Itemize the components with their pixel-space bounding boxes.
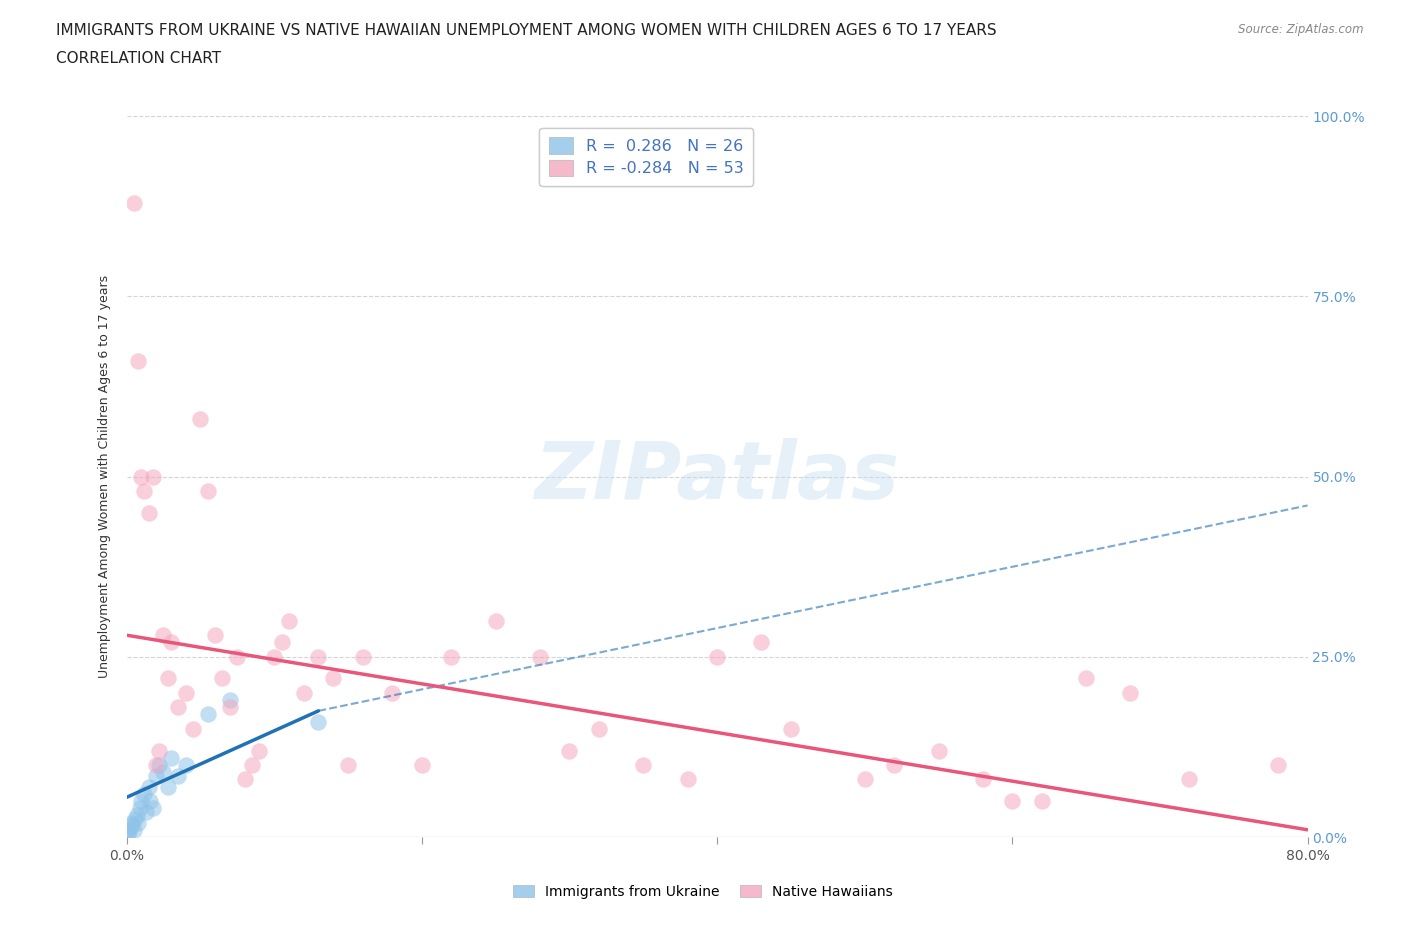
Point [240, 757, 263, 772]
Point [1001, 793, 1024, 808]
Point [233, 772, 256, 787]
Point [883, 757, 905, 772]
Point [134, 484, 156, 498]
Point [160, 751, 183, 765]
Point [1119, 685, 1142, 700]
Point [928, 743, 950, 758]
Point [160, 635, 183, 650]
Text: CORRELATION CHART: CORRELATION CHART [56, 51, 221, 66]
Point [124, 812, 146, 827]
Point [138, 505, 160, 520]
Point [152, 764, 174, 779]
Point [411, 757, 433, 772]
Point [167, 700, 190, 715]
Point [484, 614, 508, 629]
Point [122, 822, 145, 837]
Point [219, 700, 242, 715]
Point [440, 649, 463, 664]
Point [145, 768, 167, 783]
Point [121, 815, 143, 830]
Point [853, 772, 876, 787]
Point [118, 824, 141, 839]
Point [1178, 772, 1201, 787]
Legend: Immigrants from Ukraine, Native Hawaiians: Immigrants from Ukraine, Native Hawaiian… [508, 880, 898, 905]
Point [308, 649, 330, 664]
Point [588, 722, 610, 737]
Y-axis label: Unemployment Among Women with Children Ages 6 to 17 years: Unemployment Among Women with Children A… [97, 275, 111, 678]
Point [249, 743, 271, 758]
Point [972, 772, 994, 787]
Point [148, 757, 170, 772]
Point [1076, 671, 1098, 686]
Point [263, 649, 285, 664]
Point [129, 469, 153, 484]
Point [139, 793, 162, 808]
Point [117, 826, 139, 841]
Text: ZIPatlas: ZIPatlas [534, 438, 900, 515]
Point [219, 693, 242, 708]
Point [156, 671, 179, 686]
Legend: R =  0.286   N = 26, R = -0.284   N = 53: R = 0.286 N = 26, R = -0.284 N = 53 [540, 127, 754, 186]
Point [181, 722, 204, 737]
Point [120, 818, 142, 833]
Point [322, 671, 344, 686]
Point [122, 195, 145, 210]
Point [204, 628, 226, 643]
Point [1267, 757, 1289, 772]
Point [129, 793, 153, 808]
Point [148, 743, 170, 758]
Point [337, 757, 360, 772]
Point [115, 822, 138, 837]
Point [142, 801, 165, 816]
Text: IMMIGRANTS FROM UKRAINE VS NATIVE HAWAIIAN UNEMPLOYMENT AMONG WOMEN WITH CHILDRE: IMMIGRANTS FROM UKRAINE VS NATIVE HAWAII… [56, 23, 997, 38]
Point [780, 722, 803, 737]
Point [308, 714, 330, 729]
Point [352, 649, 374, 664]
Point [138, 779, 160, 794]
Point [751, 635, 773, 650]
Point [529, 649, 551, 664]
Text: Source: ZipAtlas.com: Source: ZipAtlas.com [1239, 23, 1364, 36]
Point [381, 685, 404, 700]
Point [676, 772, 699, 787]
Point [152, 628, 174, 643]
Point [174, 757, 197, 772]
Point [1031, 793, 1053, 808]
Point [278, 614, 301, 629]
Point [226, 649, 249, 664]
Point [145, 757, 167, 772]
Point [270, 635, 292, 650]
Point [135, 804, 157, 819]
Point [128, 801, 150, 816]
Point [125, 808, 148, 823]
Point [156, 779, 179, 794]
Point [142, 469, 165, 484]
Point [211, 671, 233, 686]
Point [558, 743, 581, 758]
Point [127, 354, 149, 369]
Point [127, 815, 149, 830]
Point [174, 685, 197, 700]
Point [197, 484, 219, 498]
Point [188, 412, 212, 427]
Point [197, 707, 219, 722]
Point [633, 757, 655, 772]
Point [167, 768, 190, 783]
Point [292, 685, 315, 700]
Point [134, 787, 156, 802]
Point [706, 649, 728, 664]
